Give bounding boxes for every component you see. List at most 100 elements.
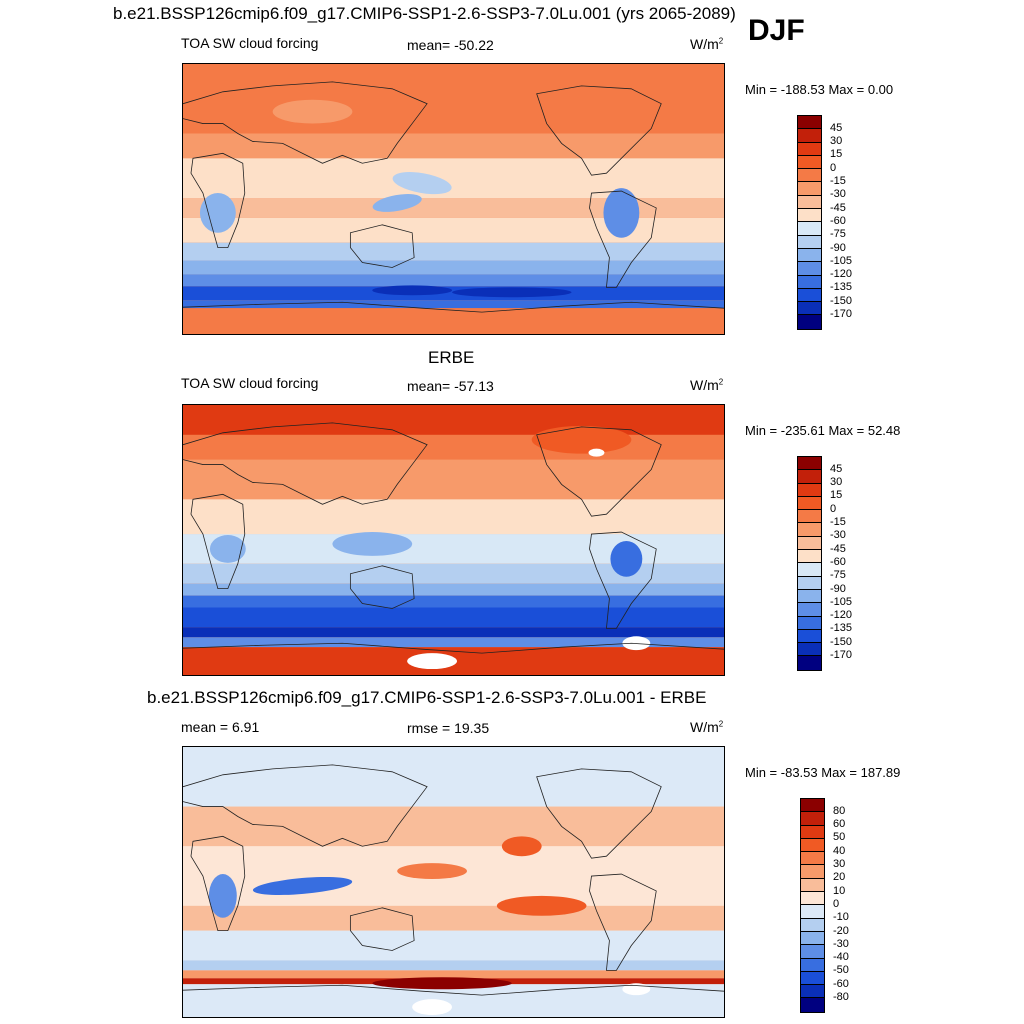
panel1-title: b.e21.BSSP126cmip6.f09_g17.CMIP6-SSP1-2.… — [113, 4, 736, 23]
colorbar-swatch — [798, 248, 821, 263]
colorbar-swatch — [798, 470, 821, 484]
colorbar-tick-label: 30 — [830, 476, 843, 489]
colorbar-tick-label: -60 — [830, 555, 846, 568]
colorbar-swatch — [798, 496, 821, 511]
colorbar-tick-label: 45 — [830, 462, 843, 475]
colorbar-box — [797, 456, 822, 671]
colorbar-tick-label: -90 — [830, 582, 846, 595]
colorbar-swatch — [801, 865, 824, 879]
colorbar-tick-label: -30 — [830, 529, 846, 542]
colorbar-tick-label: -170 — [830, 308, 853, 320]
panel3-minmax-label: Min = -83.53 Max = 187.89 — [745, 765, 901, 780]
colorbar-tick-label: -20 — [833, 924, 849, 937]
colorbar-swatch — [801, 825, 824, 839]
colorbar-swatch — [801, 918, 824, 932]
colorbar-tick-label: -60 — [830, 214, 846, 227]
colorbar-swatch — [798, 576, 821, 590]
colorbar-swatch — [798, 288, 821, 303]
panel2-minmax-label: Min = -235.61 Max = 52.48 — [745, 423, 901, 438]
colorbar-swatch — [798, 550, 821, 564]
map-field — [183, 747, 724, 1017]
colorbar-swatch — [798, 235, 821, 249]
colorbar-tick-label: -10 — [833, 911, 849, 924]
panel1-units-label: W/m2 — [690, 36, 724, 52]
colorbar-tick-label: -45 — [830, 542, 846, 555]
season-label: DJF — [748, 14, 805, 47]
colorbar-swatch — [801, 931, 824, 946]
colorbar-tick-label: -15 — [830, 175, 846, 187]
colorbar-swatch — [801, 852, 824, 866]
colorbar-tick-label: -135 — [830, 622, 853, 635]
colorbar-tick-label: 30 — [830, 135, 843, 148]
colorbar-tick-label: -75 — [830, 569, 846, 582]
colorbar-swatch — [801, 838, 824, 853]
colorbar-swatch — [798, 315, 821, 329]
panel1-mean-label: mean= -50.22 — [407, 37, 494, 53]
colorbar-tick-label: 40 — [833, 844, 846, 857]
colorbar-swatch — [798, 616, 821, 630]
colorbar-tick-label: -150 — [830, 635, 853, 648]
colorbar-swatch — [801, 998, 824, 1012]
colorbar-tick-label: -120 — [830, 609, 853, 622]
colorbar-swatch — [801, 971, 824, 986]
colorbar-tick-label: -105 — [830, 254, 853, 267]
colorbar-tick-label: -30 — [833, 937, 849, 950]
colorbar-swatch — [798, 603, 821, 617]
colorbar-swatch — [801, 812, 824, 826]
panel1-variable-label: TOA SW cloud forcing — [181, 35, 319, 51]
colorbar-tick-label: -60 — [833, 977, 849, 990]
panel2-units-label: W/m2 — [690, 377, 724, 393]
colorbar-swatch — [798, 195, 821, 210]
colorbar-swatch — [798, 510, 821, 524]
colorbar-swatch — [798, 142, 821, 156]
colorbar-tick-label: 15 — [830, 148, 843, 161]
colorbar-swatch — [798, 589, 821, 604]
panel1-minmax-label: Min = -188.53 Max = 0.00 — [745, 82, 894, 97]
colorbar-swatch — [801, 945, 824, 959]
panel3-mean-label: mean = 6.91 — [181, 719, 260, 735]
colorbar-swatch — [798, 656, 821, 670]
colorbar-swatch — [798, 169, 821, 183]
colorbar-tick-label: 50 — [833, 831, 846, 844]
colorbar-tick-label: -120 — [830, 268, 853, 281]
map-field — [183, 64, 724, 334]
colorbar-swatch — [798, 222, 821, 236]
colorbar-swatch — [798, 483, 821, 497]
colorbar-swatch — [798, 116, 821, 130]
colorbar-swatch — [798, 536, 821, 551]
colorbar-tick-label: 0 — [833, 897, 840, 910]
panel3-units-label: W/m2 — [690, 719, 724, 735]
colorbar-tick-label: 30 — [833, 858, 846, 870]
colorbar-swatch — [798, 302, 821, 316]
colorbar-swatch — [798, 155, 821, 170]
panel1-map — [182, 63, 725, 335]
panel2-mean-label: mean= -57.13 — [407, 378, 494, 394]
colorbar-swatch — [801, 878, 824, 893]
colorbar-tick-label: 10 — [833, 884, 846, 897]
colorbar-tick-label: 0 — [830, 161, 837, 174]
panel2-title: ERBE — [428, 348, 475, 367]
panel2-map — [182, 404, 725, 676]
colorbar-tick-label: 45 — [830, 121, 843, 134]
colorbar-swatch — [801, 985, 824, 999]
colorbar-swatch — [801, 958, 824, 972]
colorbar-swatch — [798, 457, 821, 471]
colorbar-box — [797, 115, 822, 330]
map-field — [183, 405, 724, 675]
colorbar-swatch — [798, 563, 821, 577]
panel3-title: b.e21.BSSP126cmip6.f09_g17.CMIP6-SSP1-2.… — [147, 688, 707, 707]
colorbar-swatch — [798, 182, 821, 196]
colorbar-box — [800, 798, 825, 1013]
colorbar-swatch — [801, 892, 824, 906]
colorbar-tick-label: -40 — [833, 951, 849, 964]
colorbar-tick-label: -45 — [830, 201, 846, 214]
colorbar-tick-label: 80 — [833, 804, 846, 817]
colorbar-tick-label: 60 — [833, 818, 846, 831]
panel2-variable-label: TOA SW cloud forcing — [181, 375, 319, 391]
colorbar-tick-label: -105 — [830, 595, 853, 608]
colorbar-tick-label: -75 — [830, 228, 846, 241]
colorbar-swatch — [801, 905, 824, 919]
colorbar-tick-label: -90 — [830, 241, 846, 254]
colorbar-swatch — [798, 643, 821, 657]
panel3-map — [182, 746, 725, 1018]
